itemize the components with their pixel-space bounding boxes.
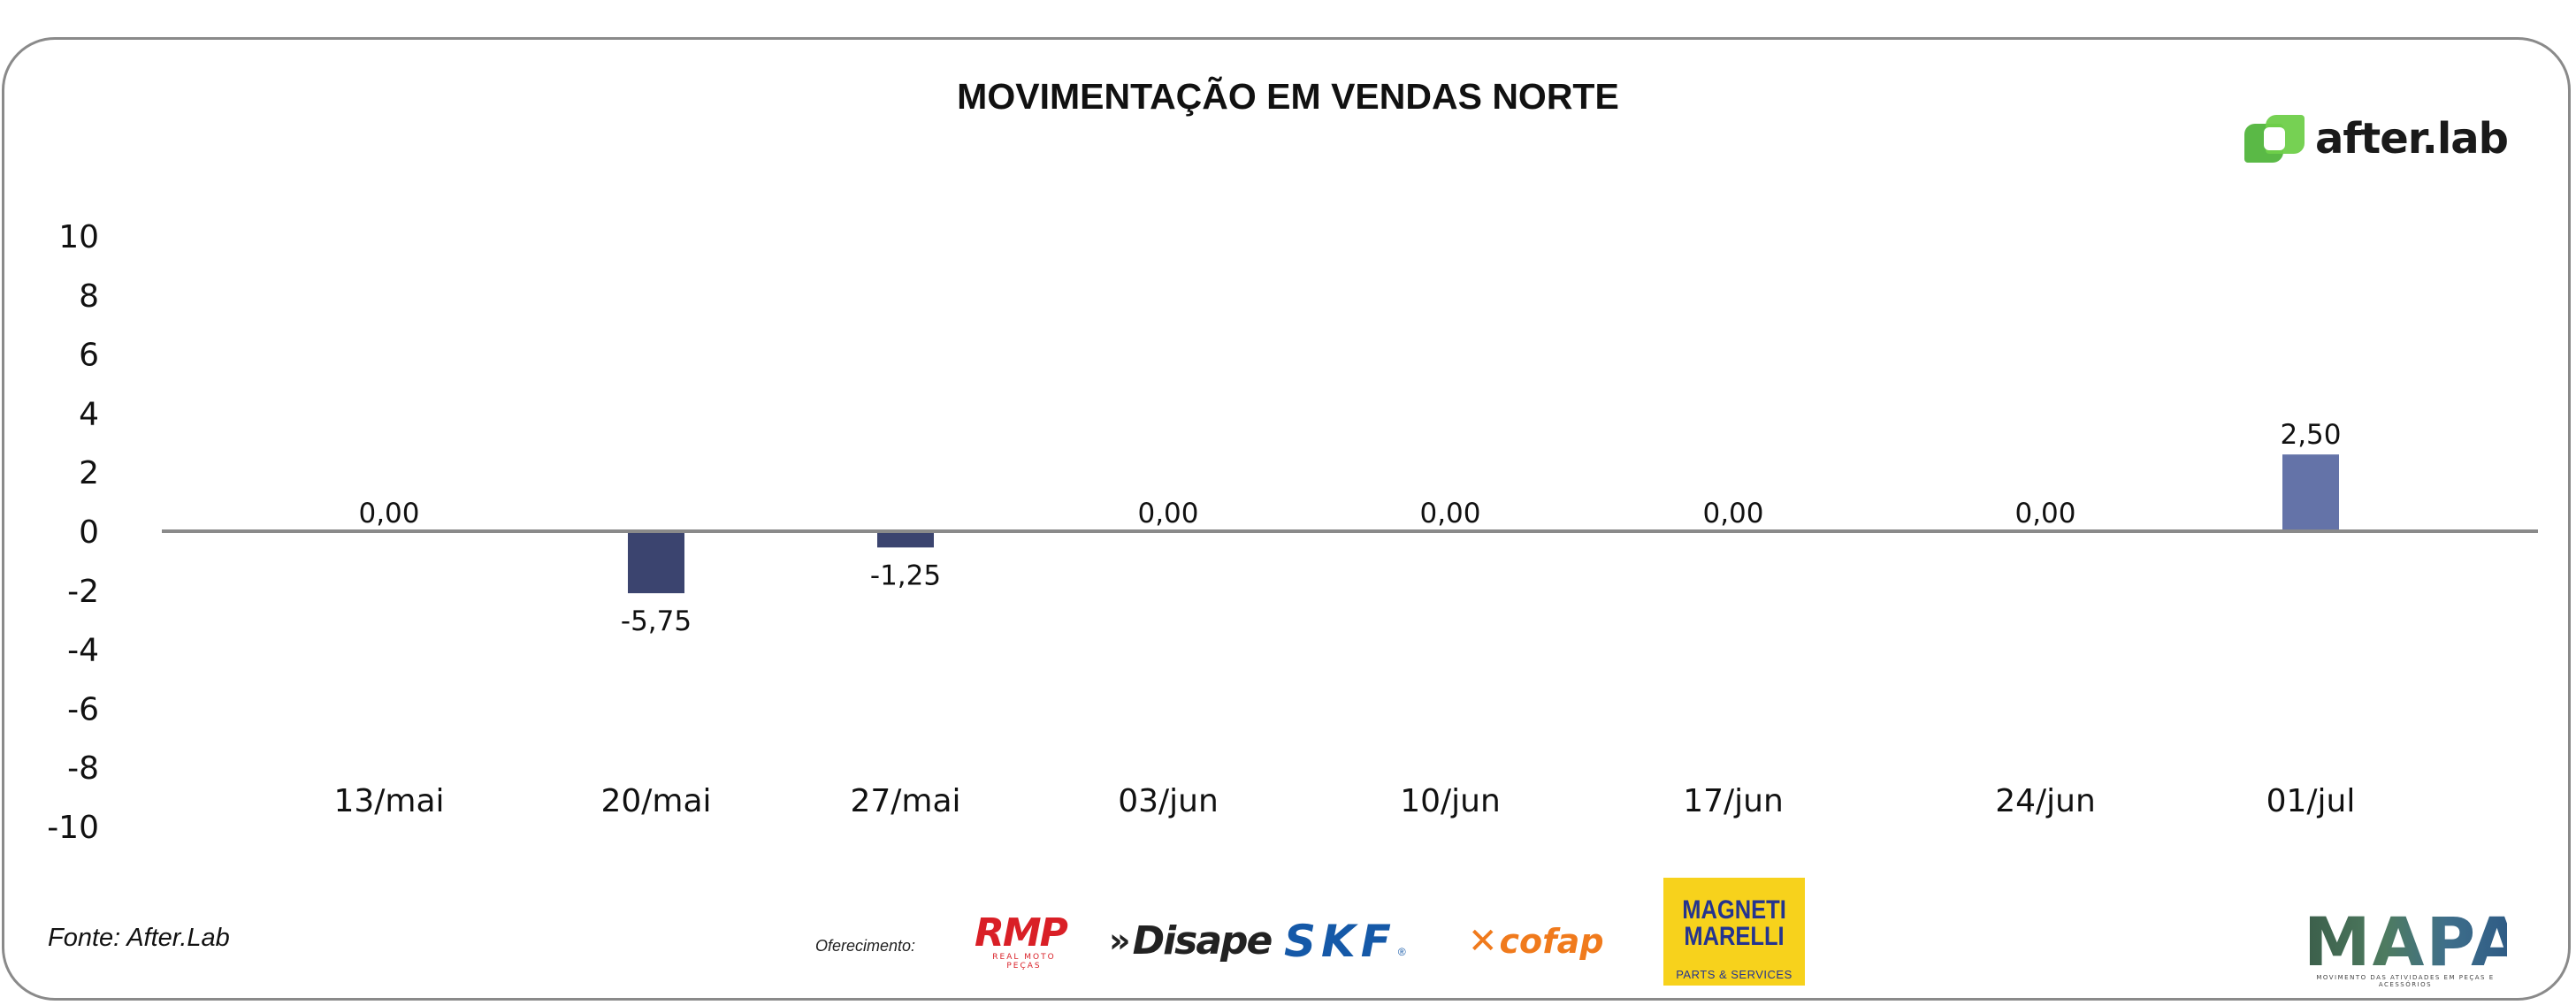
disape-wordmark: Disape <box>1132 917 1273 963</box>
rmp-subtitle: REAL MOTO PEÇAS <box>992 953 1056 971</box>
disape-logo: » Disape <box>1109 914 1273 967</box>
bar <box>877 531 934 548</box>
afterlab-mark-icon <box>2244 113 2306 164</box>
x-tick-label: 01/jul <box>2266 783 2356 819</box>
mapa-subtitle: MOVIMENTO DAS ATIVIDADES EM PEÇAS E ACES… <box>2316 974 2495 988</box>
afterlab-wordmark: after.lab <box>2315 114 2509 164</box>
mapa-wordmark: MAPA <box>2304 902 2525 981</box>
magneti-line2: MARELLI <box>1684 922 1785 951</box>
y-tick-label: 8 <box>79 278 99 315</box>
cofap-logo: ✕ cofap <box>1468 919 1604 963</box>
bar-chart: 10 8 6 4 2 0 -2 -4 -6 -8 -10 0,00 -5,75 -1,25 0,00 0,00… <box>47 219 2538 846</box>
x-tick-label: 20/mai <box>600 783 711 819</box>
x-tick-label: 10/jun <box>1400 783 1501 819</box>
chart-title: MOVIMENTAÇÃO EM VENDAS NORTE <box>957 76 1619 117</box>
bar <box>628 531 684 594</box>
data-label: -1,25 <box>870 560 941 591</box>
chart-card <box>2 37 2571 1001</box>
skf-registered-mark: ® <box>1397 946 1406 958</box>
magneti-line1: MAGNETI <box>1682 895 1786 925</box>
x-tick-label: 27/mai <box>850 783 960 819</box>
bar <box>2282 454 2339 531</box>
x-tick-label: 13/mai <box>333 783 444 819</box>
y-tick-label: 10 <box>58 219 99 255</box>
data-label: -5,75 <box>621 605 692 637</box>
x-tick-label: 24/jun <box>1995 783 2096 819</box>
y-tick-label: -8 <box>67 750 99 787</box>
y-tick-label: -2 <box>67 574 99 610</box>
data-label: 0,00 <box>1419 498 1480 529</box>
y-tick-label: -6 <box>67 691 99 727</box>
magneti-marelli-logo: MAGNETI MARELLI PARTS & SERVICES <box>1663 878 1805 986</box>
data-label: 0,00 <box>1702 498 1763 529</box>
y-tick-label: 2 <box>79 455 99 491</box>
y-tick-label: -4 <box>67 633 99 669</box>
skf-wordmark: SKF <box>1284 916 1396 967</box>
mapa-logo: MAPA MOVIMENTO DAS ATIVIDADES EM PEÇAS E… <box>2304 902 2525 989</box>
magneti-line3: PARTS & SERVICES <box>1676 968 1792 981</box>
y-tick-label: 4 <box>79 396 99 432</box>
y-tick-label: 6 <box>79 338 99 374</box>
disape-chevron-icon: » <box>1109 921 1131 960</box>
y-tick-label: -10 <box>47 810 99 846</box>
skf-logo: SKF ® <box>1284 916 1406 967</box>
cofap-x-icon: ✕ <box>1468 921 1498 962</box>
cofap-wordmark: cofap <box>1499 922 1604 961</box>
rmp-logo: RMP REAL MOTO PEÇAS <box>975 910 1089 971</box>
y-tick-label: 0 <box>79 514 99 551</box>
data-label: 2,50 <box>2280 419 2341 451</box>
data-label: 0,00 <box>2014 498 2075 529</box>
offer-label: Oferecimento: <box>815 937 916 955</box>
source-note: Fonte: After.Lab <box>48 924 230 952</box>
data-label: 0,00 <box>1137 498 1198 529</box>
rmp-wordmark: RMP <box>975 910 1068 956</box>
data-label: 0,00 <box>358 498 419 529</box>
x-tick-label: 17/jun <box>1683 783 1784 819</box>
afterlab-logo: after.lab <box>2244 111 2509 166</box>
x-tick-label: 03/jun <box>1118 783 1219 819</box>
